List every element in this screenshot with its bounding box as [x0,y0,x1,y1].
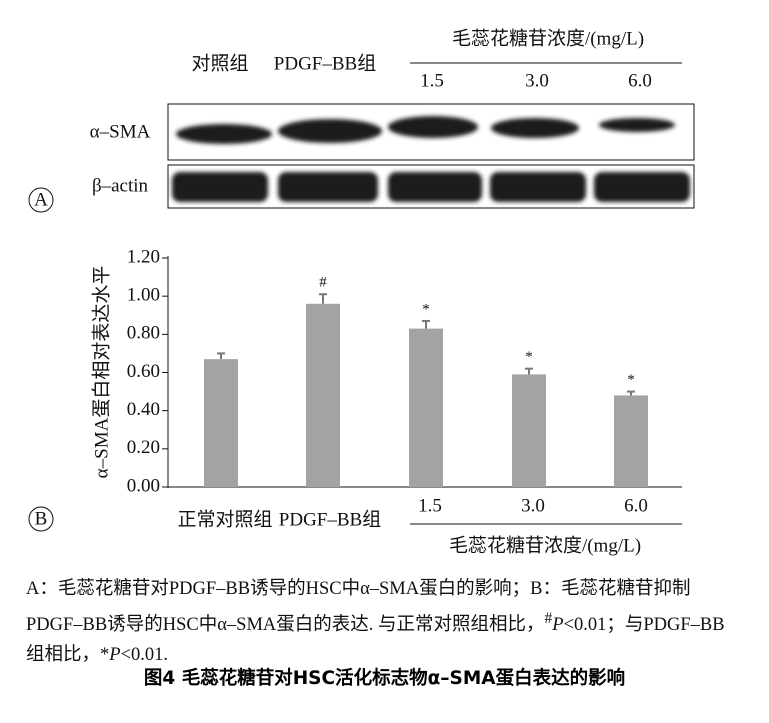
caption: A：毛蕊花糖苷对PDGF–BB诱导的HSC中α–SMA蛋白的影响；B：毛蕊花糖苷… [26,574,726,670]
figure-title: 图4 毛蕊花糖苷对HSC活化标志物α–SMA蛋白表达的影响 [143,668,626,689]
caption-text: P [109,645,121,666]
y-tick-label: 0.40 [127,399,160,420]
bar [614,395,648,487]
x-tick-label: 3.0 [521,495,545,516]
panel-circle [28,187,54,213]
blot-row-label: α–SMA [90,121,151,142]
caption-text: <0.01. [120,645,169,666]
caption-text: A：毛蕊花糖苷对PDGF–BB诱导的HSC中α–SMA蛋白的影响；B：毛蕊花糖苷… [26,579,691,636]
y-tick-label: 0.20 [127,437,160,458]
bar [204,359,238,487]
y-tick-label: 0.60 [127,361,160,382]
significance-mark: * [525,349,533,365]
chart: 对照组 PDGF–BB组 毛蕊花糖苷浓度/(mg/L) 1.5 3.0 6.0 … [28,27,695,556]
y-axis-label: α–SMA蛋白相对表达水平 [90,266,112,479]
caption-text: P [552,615,564,636]
blot-column: 对照组 [191,52,248,74]
blot-group-label: 毛蕊花糖苷浓度/(mg/L) [452,27,644,49]
panel-label: A [34,189,48,210]
y-tick-label: 1.00 [127,285,160,306]
significance-mark: # [319,275,327,291]
bar [512,374,546,487]
caption-text: # [544,610,553,627]
blot-concentration: 6.0 [628,70,652,91]
bar [409,328,443,487]
panel-label: B [35,508,48,529]
x-group-label: 毛蕊花糖苷浓度/(mg/L) [449,534,641,556]
caption-text: <0.01；与PDGF–BB组相比，* [26,615,725,666]
significance-mark: * [422,301,430,317]
x-tick-label: PDGF–BB组 [279,508,381,530]
panel-circle [28,506,54,532]
blot-concentration: 1.5 [420,70,444,91]
bar [306,303,340,487]
y-tick-label: 0.00 [127,475,160,496]
blot-row-label: β–actin [92,175,149,196]
blot-column: PDGF–BB组 [274,52,376,74]
x-tick-label: 6.0 [624,495,648,516]
blot-bands [172,116,690,202]
significance-mark: * [627,372,635,388]
x-tick-label: 正常对照组 [177,508,272,530]
x-tick-label: 1.5 [418,495,442,516]
blot-concentration: 3.0 [525,70,549,91]
y-tick-label: 1.20 [127,246,160,267]
y-tick-label: 0.80 [127,323,160,344]
